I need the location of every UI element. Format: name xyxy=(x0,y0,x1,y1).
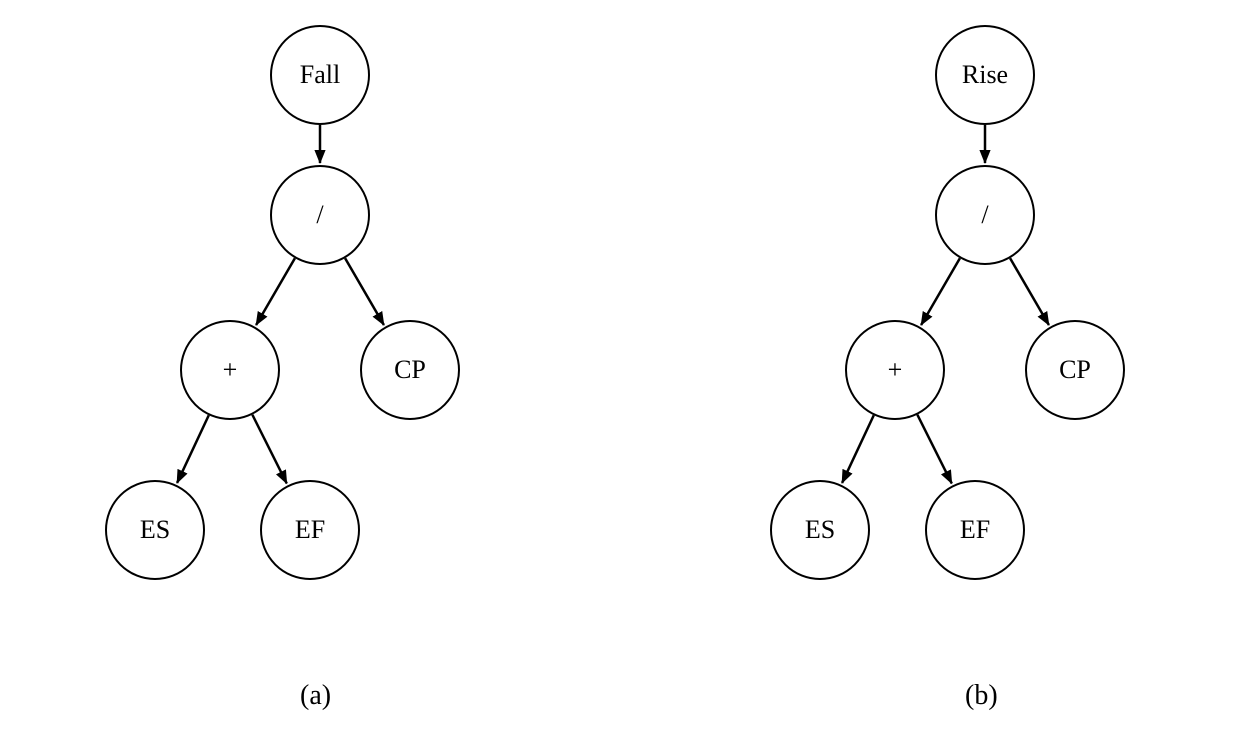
tree-node-b-cp: CP xyxy=(1025,320,1125,420)
tree-edge xyxy=(256,258,295,325)
tree-node-b-plus: + xyxy=(845,320,945,420)
tree-node-a-cp: CP xyxy=(360,320,460,420)
tree-edge xyxy=(921,258,960,325)
node-label: Fall xyxy=(300,60,340,90)
tree-edge xyxy=(252,415,286,484)
tree-node-a-ef: EF xyxy=(260,480,360,580)
node-label: EF xyxy=(295,515,325,545)
tree-node-b-ef: EF xyxy=(925,480,1025,580)
node-label: / xyxy=(981,200,988,230)
tree-edge xyxy=(842,415,874,483)
tree-edge xyxy=(917,415,951,484)
tree-edge xyxy=(345,258,384,325)
tree-caption-a: (a) xyxy=(300,680,331,712)
tree-node-a-plus: + xyxy=(180,320,280,420)
tree-node-b-div: / xyxy=(935,165,1035,265)
tree-node-b-root: Rise xyxy=(935,25,1035,125)
node-label: CP xyxy=(1059,355,1091,385)
tree-node-a-root: Fall xyxy=(270,25,370,125)
tree-node-a-es: ES xyxy=(105,480,205,580)
tree-node-a-div: / xyxy=(270,165,370,265)
tree-edge xyxy=(177,415,209,483)
node-label: + xyxy=(888,355,903,385)
diagram-container: Fall / + CP ES EF Rise / + CP ES EF (a) (b) xyxy=(0,0,1239,732)
tree-node-b-es: ES xyxy=(770,480,870,580)
tree-caption-b: (b) xyxy=(965,680,998,712)
node-label: ES xyxy=(140,515,170,545)
node-label: EF xyxy=(960,515,990,545)
node-label: Rise xyxy=(962,60,1008,90)
node-label: / xyxy=(316,200,323,230)
node-label: CP xyxy=(394,355,426,385)
node-label: + xyxy=(223,355,238,385)
tree-edge xyxy=(1010,258,1049,325)
node-label: ES xyxy=(805,515,835,545)
